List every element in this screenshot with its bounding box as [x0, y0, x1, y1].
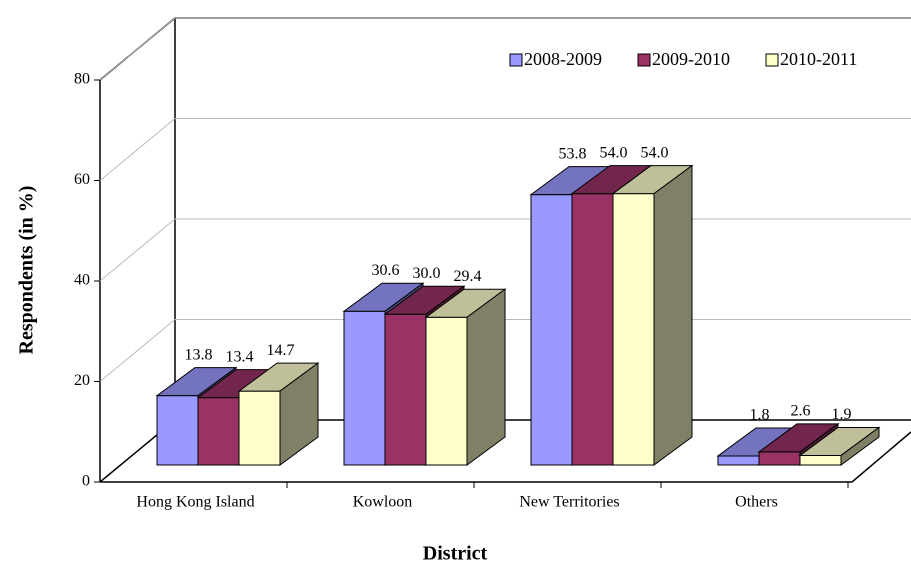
- bar: [238, 390, 281, 466]
- y-tick-label: 60: [74, 171, 90, 188]
- legend-swatch: [637, 53, 651, 67]
- y-axis-title: Respondents (in %): [16, 186, 38, 355]
- value-label: 53.8: [559, 145, 587, 162]
- value-label: 2.6: [791, 403, 811, 420]
- legend-label: 2008-2009: [524, 49, 602, 69]
- value-label: 30.0: [413, 265, 441, 282]
- bar: [530, 194, 573, 466]
- value-label: 30.6: [372, 262, 400, 279]
- value-label: 13.8: [185, 346, 213, 363]
- value-label: 54.0: [600, 144, 628, 161]
- value-label: 13.4: [226, 348, 254, 365]
- legend-swatch: [765, 53, 779, 67]
- legend-swatch: [509, 53, 523, 67]
- y-tick-label: 20: [74, 372, 90, 389]
- y-tick-label: 0: [82, 473, 90, 490]
- x-tick-label: Others: [735, 494, 778, 511]
- bar: [156, 395, 199, 466]
- x-tick-label: Hong Kong Island: [136, 494, 254, 511]
- value-label: 29.4: [454, 268, 482, 285]
- bar: [384, 313, 427, 466]
- grid-line: [99, 319, 176, 382]
- legend-label: 2009-2010: [652, 49, 730, 69]
- bar: [343, 310, 386, 466]
- bar: [612, 193, 655, 466]
- x-tick-label: New Territories: [519, 494, 619, 511]
- value-label: 14.7: [267, 342, 295, 359]
- value-label: 1.9: [832, 406, 852, 423]
- grid-line: [99, 17, 176, 81]
- bar: [799, 454, 842, 466]
- grid-line: [99, 118, 176, 181]
- bar: [717, 455, 760, 466]
- y-tick-label: 80: [74, 71, 90, 88]
- x-tick-label: Kowloon: [353, 494, 413, 511]
- legend-label: 2010-2011: [780, 49, 857, 69]
- value-label: 1.8: [750, 407, 770, 424]
- value-label: 54.0: [641, 144, 669, 161]
- y-tick-label: 40: [74, 272, 90, 289]
- bar: [197, 397, 240, 466]
- bar-side: [466, 288, 506, 466]
- bar: [758, 451, 801, 466]
- bar: [425, 316, 468, 466]
- bar-side: [279, 362, 319, 466]
- floor-edge: [851, 431, 911, 483]
- grid-line: [99, 218, 176, 282]
- x-axis-title: District: [423, 543, 488, 565]
- bar: [571, 193, 614, 466]
- bar-side: [840, 426, 880, 466]
- bar-side: [653, 164, 693, 466]
